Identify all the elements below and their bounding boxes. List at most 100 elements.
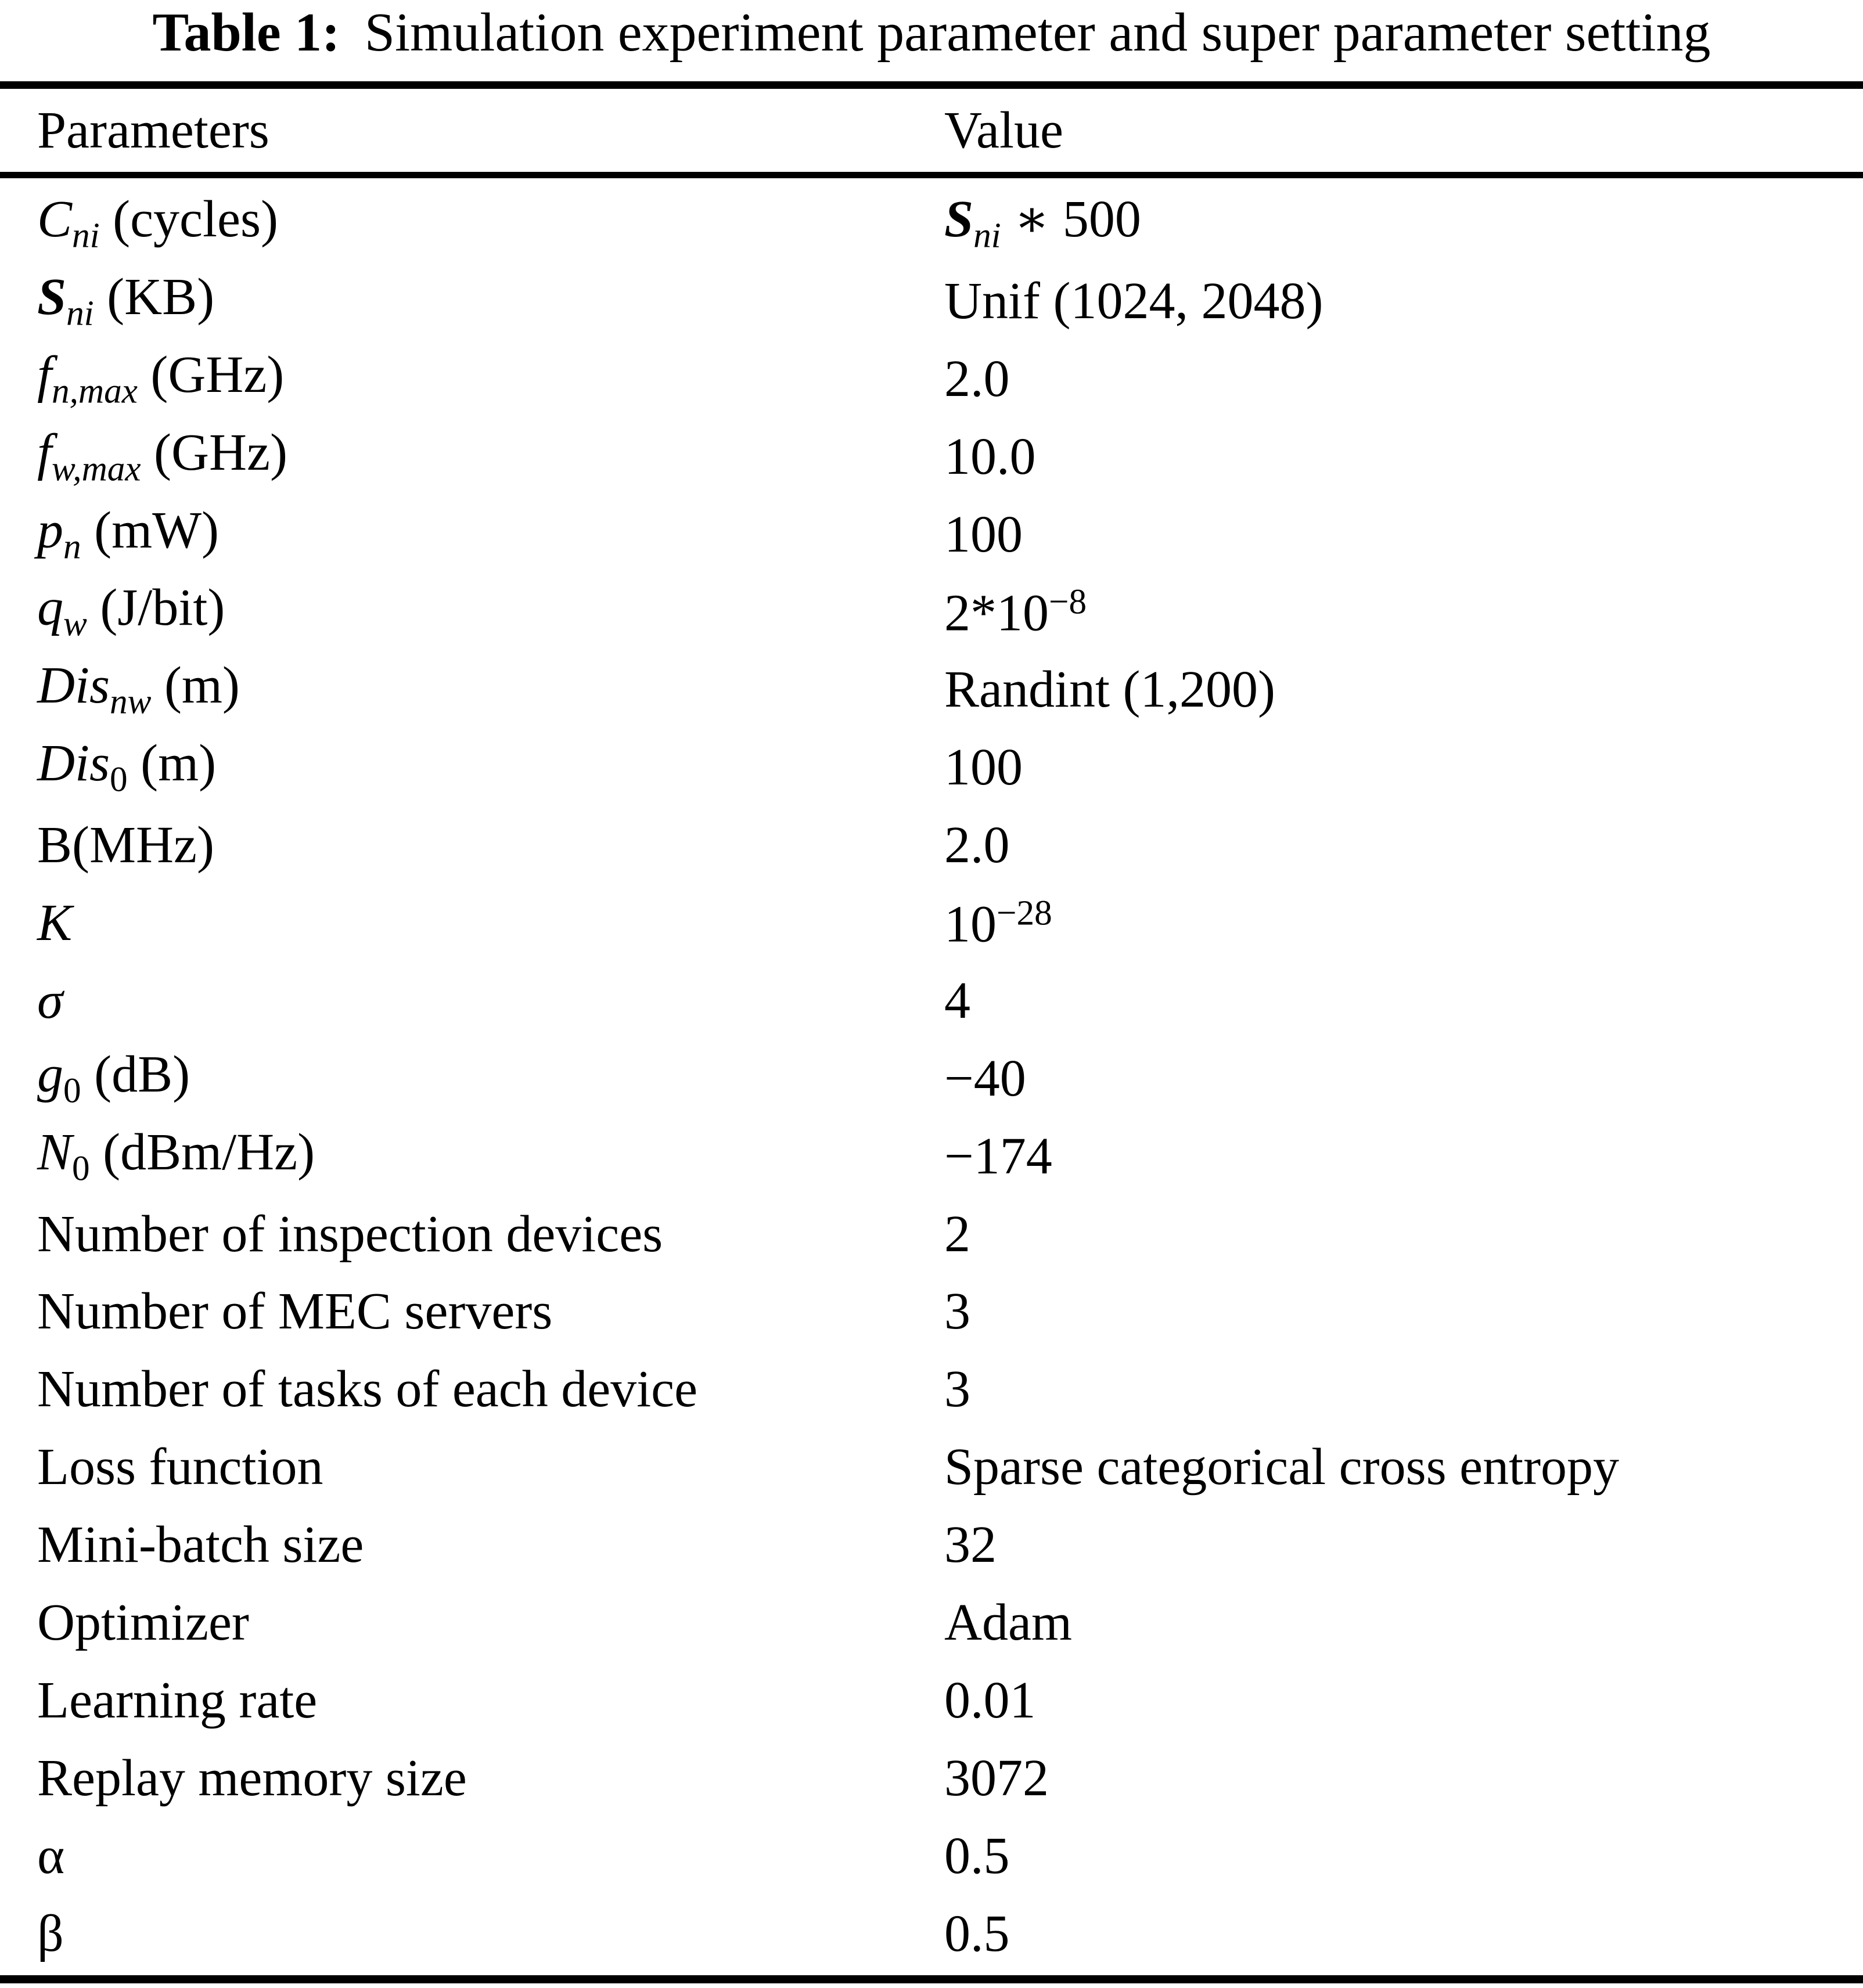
value-cell: 3072 — [944, 1752, 1049, 1805]
text-segment: 2.0 — [944, 350, 1010, 408]
table-row: fw,max (GHz) 10.0 — [0, 418, 1863, 496]
table-header-row: Parameters Value — [0, 89, 1863, 172]
param-cell: qw (J/bit) — [37, 582, 225, 643]
param-cell: Dis0 (m) — [37, 737, 216, 798]
value-cell: 2*10−8 — [944, 582, 1087, 640]
text-segment: Sparse categorical cross entropy — [944, 1438, 1620, 1496]
text-segment: q — [37, 579, 63, 637]
text-segment: Adam — [944, 1593, 1072, 1651]
param-cell: Cni (cycles) — [37, 193, 278, 254]
text-segment: 32 — [944, 1516, 997, 1574]
text-segment: Dis — [37, 734, 110, 793]
value-cell: 0.5 — [944, 1907, 1010, 1960]
value-cell: 0.01 — [944, 1674, 1036, 1727]
table-row: Number of tasks of each device 3 — [0, 1350, 1863, 1428]
table-header-rule — [0, 172, 1863, 178]
text-segment: σ — [37, 971, 63, 1029]
text-segment: Learning rate — [37, 1671, 318, 1729]
param-cell: Number of tasks of each device — [37, 1363, 697, 1416]
text-segment: Number of tasks of each device — [37, 1360, 698, 1418]
column-header-parameters: Parameters — [37, 101, 269, 159]
text-segment: (dBm/Hz) — [89, 1123, 315, 1181]
value-cell: 100 — [944, 741, 1023, 794]
text-segment: 3072 — [944, 1749, 1049, 1807]
table-row: Dis0 (m) 100 — [0, 729, 1863, 806]
value-cell: Sparse categorical cross entropy — [944, 1441, 1619, 1493]
table-bottom-rule — [0, 1975, 1863, 1983]
text-segment: Replay memory size — [37, 1749, 467, 1807]
text-segment: (J/bit) — [87, 579, 225, 637]
text-segment: (KB) — [93, 268, 215, 326]
text-segment: nw — [110, 682, 152, 722]
text-segment: Dis — [37, 657, 110, 715]
param-cell: β — [37, 1907, 64, 1960]
text-segment: (cycles) — [99, 190, 278, 248]
table-caption: Table 1: Simulation experiment parameter … — [0, 3, 1863, 62]
value-cell: 4 — [944, 974, 970, 1027]
text-segment: g — [37, 1045, 63, 1103]
param-cell: Number of inspection devices — [37, 1208, 663, 1260]
param-cell: Replay memory size — [37, 1752, 467, 1805]
text-segment: B(MHz) — [37, 816, 214, 874]
param-cell: K — [37, 896, 72, 949]
param-cell: B(MHz) — [37, 819, 214, 871]
text-segment: Unif (1024, 2048) — [944, 272, 1323, 330]
value-cell: Adam — [944, 1593, 1072, 1651]
table-row: B(MHz) 2.0 — [0, 806, 1863, 884]
param-cell: Number of MEC servers — [37, 1285, 552, 1338]
text-segment: −28 — [997, 893, 1052, 933]
text-segment: Mini-batch size — [37, 1516, 364, 1574]
table-body: Cni (cycles) Sni ∗ 500 Sni (KB) Unif (1024,… — [0, 185, 1863, 1972]
text-segment: ni — [973, 215, 1001, 255]
param-cell: Sni (KB) — [37, 271, 214, 332]
param-cell: α — [37, 1829, 64, 1882]
table-row: pn (mW) 100 — [0, 496, 1863, 574]
text-segment: 2.0 — [944, 816, 1010, 874]
text-segment: w,max — [52, 449, 141, 489]
value-cell: 2 — [944, 1208, 970, 1260]
table-row: qw (J/bit) 2*10−8 — [0, 573, 1863, 651]
table-row: fn,max (GHz) 2.0 — [0, 340, 1863, 418]
table-row: Number of inspection devices 2 — [0, 1195, 1863, 1273]
table-row: g0 (dB) −40 — [0, 1040, 1863, 1118]
text-segment: n — [63, 527, 81, 567]
table-row: α 0.5 — [0, 1817, 1863, 1895]
table-row: Cni (cycles) Sni ∗ 500 — [0, 185, 1863, 262]
table-row: Replay memory size 3072 — [0, 1740, 1863, 1817]
text-segment: Loss function — [37, 1438, 323, 1496]
text-segment: Number of MEC servers — [37, 1283, 553, 1341]
table-row: Sni (KB) Unif (1024, 2048) — [0, 262, 1863, 340]
param-cell: fw,max (GHz) — [37, 423, 287, 489]
text-segment: −40 — [944, 1049, 1026, 1107]
table-top-rule — [0, 81, 1863, 89]
text-segment: f — [37, 423, 52, 481]
param-cell: pn (mW) — [37, 504, 219, 567]
text-segment: f — [37, 345, 52, 404]
text-segment: −8 — [1049, 582, 1087, 622]
value-cell: 32 — [944, 1519, 997, 1571]
text-segment: 0.01 — [944, 1671, 1036, 1729]
table-row: Mini-batch size 32 — [0, 1506, 1863, 1584]
text-segment: 0 — [63, 1071, 81, 1111]
param-cell: Optimizer — [37, 1596, 249, 1649]
text-segment: ∗ 500 — [1001, 190, 1141, 248]
text-segment: (dB) — [81, 1045, 190, 1103]
text-segment: 0 — [72, 1148, 90, 1189]
value-cell: 0.5 — [944, 1829, 1010, 1882]
text-segment: 100 — [944, 505, 1023, 563]
param-cell: σ — [37, 971, 63, 1029]
value-cell: 2.0 — [944, 350, 1010, 408]
value-cell: Unif (1024, 2048) — [944, 275, 1323, 327]
value-cell: 3 — [944, 1285, 970, 1338]
param-cell: N0 (dBm/Hz) — [37, 1126, 315, 1187]
text-segment: 10.0 — [944, 427, 1036, 485]
table-row: Learning rate 0.01 — [0, 1662, 1863, 1740]
param-cell: fn,max (GHz) — [37, 345, 284, 409]
table-row: Loss function Sparse categorical cross en… — [0, 1428, 1863, 1506]
value-cell: Randint (1,200) — [944, 664, 1275, 716]
param-cell: Disnw (m) — [37, 660, 240, 721]
text-segment: Number of inspection devices — [37, 1205, 663, 1263]
text-segment: 100 — [944, 739, 1023, 797]
text-segment: N — [37, 1123, 73, 1181]
